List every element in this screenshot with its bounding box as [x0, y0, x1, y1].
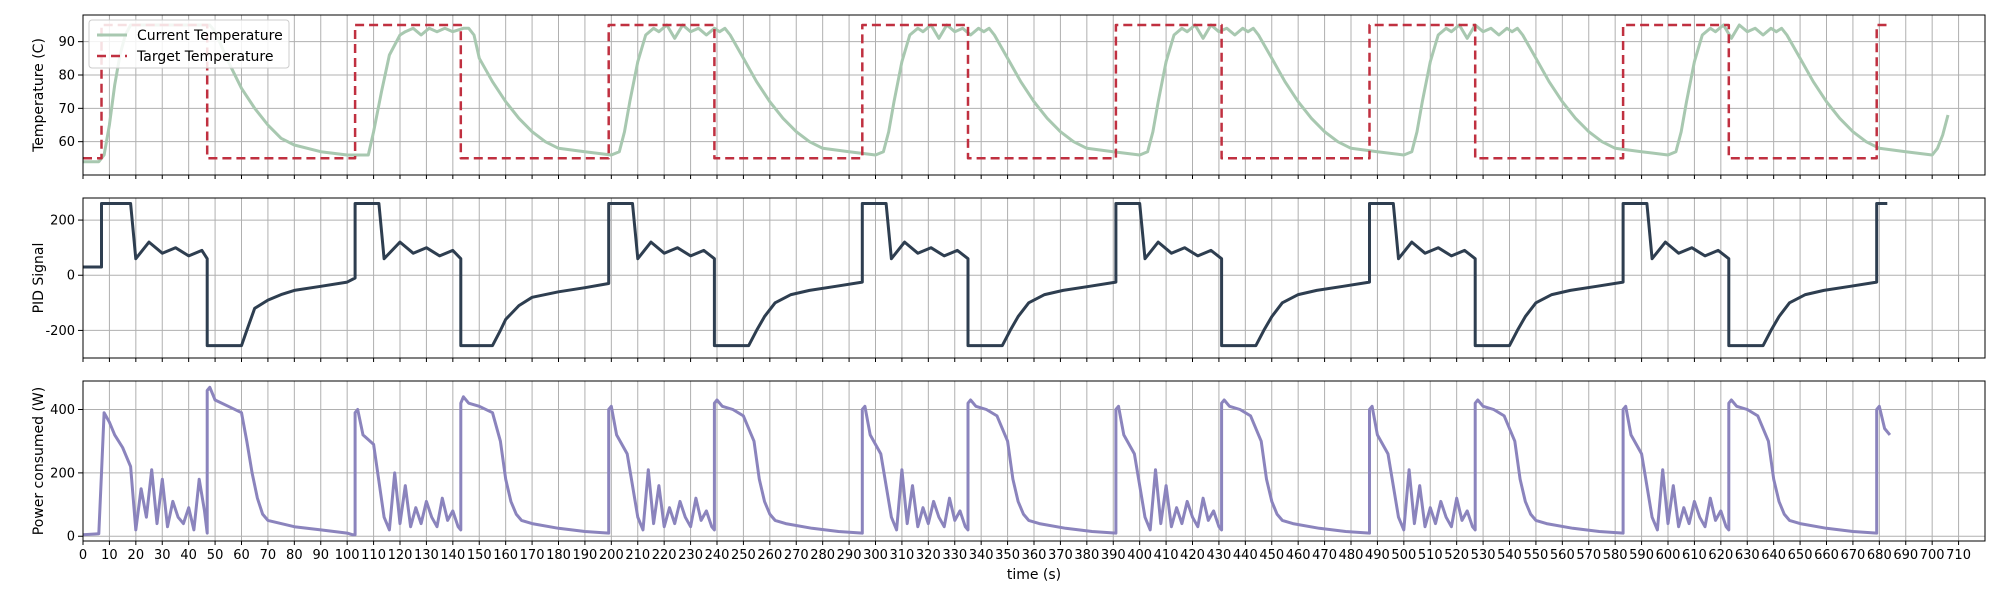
x-tick-label: 30 — [154, 548, 171, 563]
x-tick-label: 630 — [1735, 548, 1760, 563]
x-tick-label: 170 — [520, 548, 545, 563]
x-tick-label: 520 — [1444, 548, 1469, 563]
x-tick-label: 150 — [467, 548, 492, 563]
x-tick-label: 650 — [1788, 548, 1813, 563]
x-tick-label: 50 — [207, 548, 224, 563]
legend: Current Temperature Target Temperature — [88, 19, 290, 69]
x-tick-label: 390 — [1101, 548, 1126, 563]
legend-box — [88, 19, 290, 69]
x-tick-label: 430 — [1207, 548, 1232, 563]
x-tick-label: 370 — [1048, 548, 1073, 563]
x-tick-label: 480 — [1339, 548, 1364, 563]
x-tick-label: 10 — [101, 548, 118, 563]
x-tick-label: 190 — [573, 548, 598, 563]
x-tick-label: 240 — [705, 548, 730, 563]
y-tick-label: 400 — [50, 403, 75, 418]
x-tick-label: 360 — [1022, 548, 1047, 563]
x-tick-label: 400 — [1127, 548, 1152, 563]
x-tick-label: 550 — [1524, 548, 1549, 563]
y-axis-label: PID Signal — [31, 243, 47, 314]
y-axis-label: Power consumed (W) — [31, 387, 47, 535]
x-tick-label: 300 — [863, 548, 888, 563]
x-tick-label: 640 — [1761, 548, 1786, 563]
y-tick-label: 70 — [58, 102, 75, 117]
x-tick-label: 110 — [361, 548, 386, 563]
x-tick-label: 220 — [652, 548, 677, 563]
x-tick-label: 610 — [1682, 548, 1707, 563]
y-tick-label: 0 — [67, 269, 75, 284]
x-tick-label: 510 — [1418, 548, 1443, 563]
x-tick-label: 290 — [837, 548, 862, 563]
x-tick-label: 460 — [1286, 548, 1311, 563]
x-tick-label: 210 — [625, 548, 650, 563]
x-tick-label: 470 — [1312, 548, 1337, 563]
y-tick-label: -200 — [45, 324, 75, 339]
x-tick-label: 0 — [79, 548, 87, 563]
x-tick-label: 440 — [1233, 548, 1258, 563]
x-tick-label: 80 — [286, 548, 303, 563]
x-tick-label: 670 — [1841, 548, 1866, 563]
x-tick-label: 710 — [1946, 548, 1971, 563]
x-tick-label: 590 — [1629, 548, 1654, 563]
legend-entry: Current Temperature — [137, 28, 283, 44]
x-tick-label: 120 — [388, 548, 413, 563]
y-tick-label: 200 — [50, 214, 75, 229]
x-tick-label: 380 — [1074, 548, 1099, 563]
y-tick-label: 90 — [58, 35, 75, 50]
x-tick-label: 420 — [1180, 548, 1205, 563]
x-tick-label: 450 — [1259, 548, 1284, 563]
x-tick-label: 410 — [1154, 548, 1179, 563]
x-tick-label: 40 — [180, 548, 197, 563]
series-line-target-temperature — [83, 23, 1888, 160]
x-tick-label: 580 — [1603, 548, 1628, 563]
axes-panel-1: 60 70 80 90 Temperature (C) Current Temperatu… — [31, 14, 1986, 179]
x-tick-label: 700 — [1920, 548, 1945, 563]
x-tick-label: 320 — [916, 548, 941, 563]
x-tick-label: 100 — [335, 548, 360, 563]
x-tick-label: 350 — [995, 548, 1020, 563]
y-tick-label: 200 — [50, 466, 75, 481]
x-tick-label: 160 — [493, 548, 518, 563]
x-tick-label: 490 — [1365, 548, 1390, 563]
x-tick-label: 500 — [1391, 548, 1416, 563]
x-tick-label: 70 — [260, 548, 277, 563]
legend-entry: Target Temperature — [136, 49, 273, 65]
x-tick-label: 280 — [810, 548, 835, 563]
x-tick-label: 230 — [678, 548, 703, 563]
x-tick-label: 690 — [1893, 548, 1918, 563]
series-line-signal — [83, 202, 1888, 348]
x-tick-label: 180 — [546, 548, 571, 563]
x-tick-label: 130 — [414, 548, 439, 563]
x-tick-label: 330 — [942, 548, 967, 563]
x-tick-label: 600 — [1656, 548, 1681, 563]
x-tick-label: 140 — [440, 548, 465, 563]
x-tick-label: 620 — [1708, 548, 1733, 563]
x-tick-label: 530 — [1471, 548, 1496, 563]
grid — [82, 198, 1985, 358]
y-axis-label: Temperature (C) — [31, 38, 47, 153]
series-line-current-temperature — [83, 23, 1950, 164]
x-axis-label: time (s) — [1007, 567, 1061, 583]
x-tick-label: 680 — [1867, 548, 1892, 563]
x-tick-label: 310 — [890, 548, 915, 563]
x-tick-label: 660 — [1814, 548, 1839, 563]
x-tick-label: 250 — [731, 548, 756, 563]
x-tick-label: 200 — [599, 548, 624, 563]
y-tick-label: 60 — [58, 135, 75, 150]
x-tick-label: 540 — [1497, 548, 1522, 563]
x-tick-label: 340 — [969, 548, 994, 563]
y-tick-label: 0 — [67, 530, 75, 545]
x-tick-label: 90 — [312, 548, 329, 563]
x-tick-label: 20 — [128, 548, 145, 563]
y-tick-label: 80 — [58, 69, 75, 84]
x-tick-label: 560 — [1550, 548, 1575, 563]
x-tick-label: 270 — [784, 548, 809, 563]
series-line-signal — [83, 385, 1892, 537]
x-tick-label: 260 — [757, 548, 782, 563]
x-tick-label: 60 — [233, 548, 250, 563]
x-tick-label: 570 — [1576, 548, 1601, 563]
